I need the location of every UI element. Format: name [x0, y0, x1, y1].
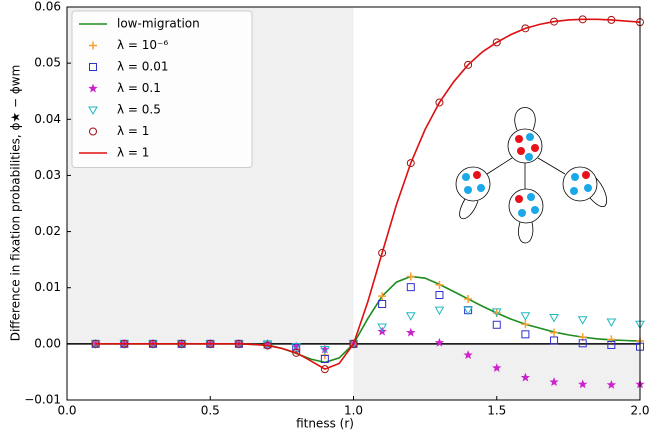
triangle-marker — [405, 312, 416, 321]
circle-marker — [378, 248, 387, 257]
star-marker — [578, 379, 588, 389]
triangle-marker — [491, 308, 502, 317]
plus-marker — [521, 320, 530, 329]
square-marker — [521, 330, 530, 339]
star-marker — [88, 83, 98, 93]
star-marker — [434, 337, 445, 347]
plus-marker — [464, 294, 473, 303]
y-tick-label: 0.00 — [34, 336, 61, 350]
y-tick-label: 0.04 — [34, 112, 61, 126]
star-marker — [520, 372, 531, 382]
star-marker — [406, 327, 416, 337]
circle-marker — [435, 98, 444, 107]
triangle-marker — [520, 312, 531, 321]
legend-label: λ = 1 — [117, 124, 149, 138]
legend-label: λ = 10⁻⁶ — [117, 38, 168, 52]
square-marker — [378, 299, 387, 308]
circle-marker — [320, 365, 329, 374]
square-marker — [89, 63, 97, 71]
triangle-marker — [291, 343, 302, 352]
inset-diagram — [455, 107, 608, 244]
circle-marker — [349, 339, 358, 348]
square-marker — [406, 283, 415, 292]
legend-label: λ = 0.5 — [117, 103, 161, 117]
shaded-region — [353, 344, 640, 400]
star-marker — [549, 377, 559, 386]
circle-marker — [406, 159, 415, 168]
square-marker — [578, 339, 587, 348]
circle-marker — [89, 127, 97, 136]
triangle-marker — [319, 345, 330, 355]
triangle-marker — [262, 340, 273, 349]
y-axis-label: Difference in fixation probabilities, ϕ★… — [9, 65, 23, 342]
square-marker — [435, 291, 444, 300]
triangle-marker — [606, 318, 617, 327]
x-tick-label: 1.5 — [487, 404, 506, 418]
square-marker — [550, 336, 559, 345]
x-axis-label: fitness (r) — [296, 417, 354, 431]
y-tick-label: −0.01 — [24, 393, 61, 407]
legend-label: λ = 0.1 — [117, 81, 161, 95]
legend-label: λ = 0.01 — [117, 60, 169, 74]
y-tick-label: 0.06 — [34, 0, 61, 14]
plus-marker — [378, 292, 387, 301]
triangle-marker — [88, 106, 98, 116]
y-tick-label: 0.01 — [34, 280, 61, 294]
triangle-marker — [549, 313, 559, 323]
y-tick-label: 0.05 — [34, 56, 61, 70]
plus-marker — [435, 280, 444, 289]
x-tick-label: 0.0 — [57, 404, 76, 418]
circle-marker — [464, 60, 473, 69]
plot-area — [67, 15, 645, 389]
x-tick-label: 1.0 — [344, 404, 363, 418]
triangle-marker — [463, 306, 473, 316]
circle-marker — [521, 24, 530, 33]
legend: low-migration λ = 10⁻⁶ λ = 0.01 λ = 0.1 λ = … — [71, 10, 253, 168]
triangle-marker — [577, 316, 588, 325]
circle-marker — [292, 348, 301, 357]
x-tick-label: 0.5 — [201, 404, 220, 418]
star-marker — [492, 363, 502, 372]
plus-marker — [550, 328, 559, 337]
plus-marker — [607, 335, 616, 344]
star-marker — [463, 350, 473, 360]
legend-label: low-migration — [117, 17, 200, 31]
x-tick-label: 2.0 — [630, 404, 649, 418]
y-tick-label: 0.02 — [34, 224, 61, 238]
circle-marker — [492, 38, 501, 47]
line-series — [95, 18, 641, 371]
legend-box — [71, 10, 253, 168]
star-marker — [606, 379, 617, 389]
legend-label: λ = 1 — [117, 146, 149, 160]
plus-marker — [406, 272, 415, 281]
square-marker — [320, 355, 329, 364]
square-marker — [607, 340, 616, 349]
triangle-marker — [377, 323, 388, 333]
y-tick-label: 0.03 — [34, 168, 61, 182]
triangle-marker — [434, 306, 445, 316]
plus-marker — [89, 41, 97, 50]
square-marker — [492, 320, 501, 329]
